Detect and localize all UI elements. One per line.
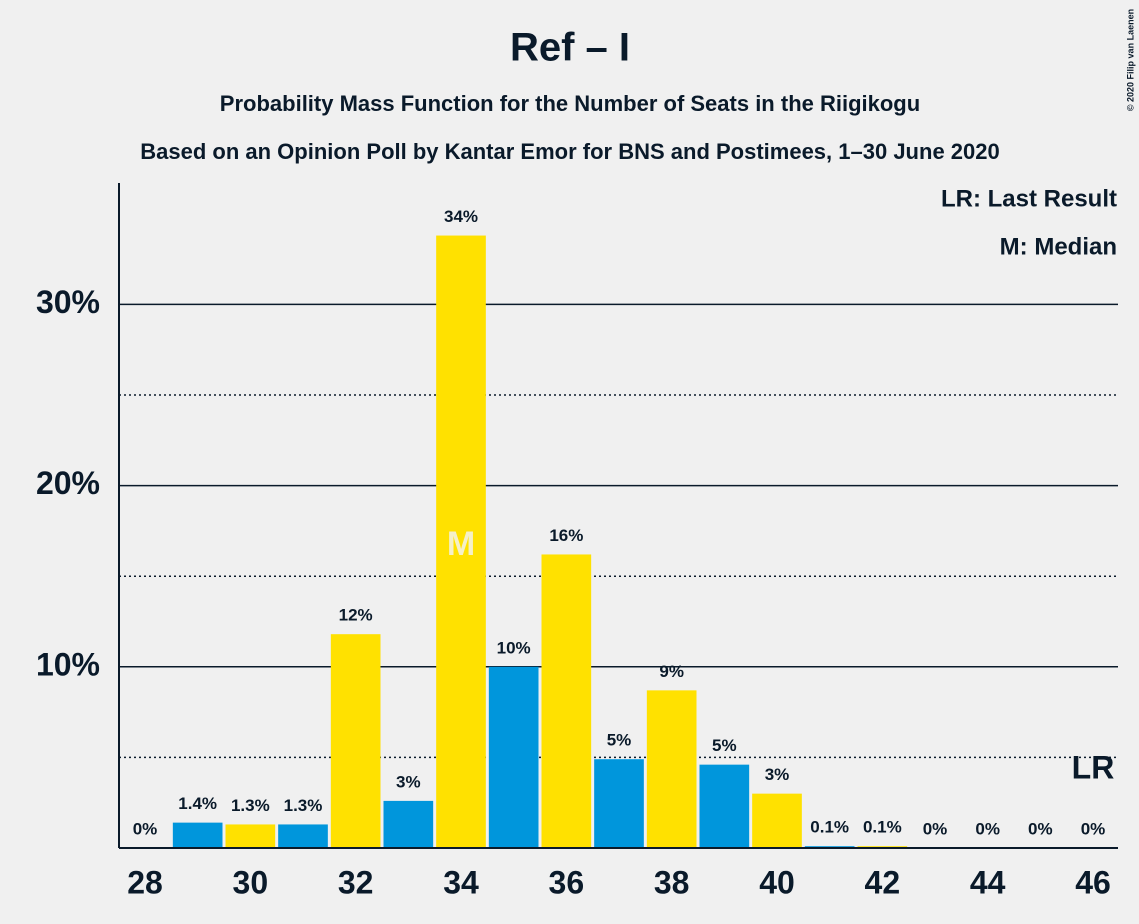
x-tick-label: 32 [338, 864, 374, 900]
value-label: 1.3% [284, 796, 323, 815]
value-label: 0% [1028, 819, 1053, 838]
value-label: 0.1% [810, 818, 849, 837]
value-label: 0% [923, 819, 948, 838]
x-tick-label: 38 [654, 864, 690, 900]
x-tick-label: 36 [549, 864, 585, 900]
bar [330, 634, 381, 848]
bar [172, 822, 223, 848]
median-marker: M [447, 525, 475, 563]
value-label: 3% [765, 765, 790, 784]
bar [752, 793, 802, 848]
value-label: 9% [659, 662, 684, 681]
value-label: 3% [396, 772, 421, 791]
y-tick-label: 20% [36, 465, 100, 501]
bar [646, 690, 697, 848]
bar [436, 235, 486, 849]
value-label: 0% [975, 819, 1000, 838]
value-label: 0.1% [863, 818, 902, 837]
x-tick-label: 40 [759, 864, 795, 900]
bar [278, 824, 328, 848]
x-tick-label: 42 [865, 864, 901, 900]
bar [594, 759, 644, 848]
chart-title: Ref – I [510, 26, 630, 70]
value-label: 12% [339, 606, 373, 625]
value-label: 1.3% [231, 796, 270, 815]
chart-subtitle: Probability Mass Function for the Number… [220, 91, 920, 116]
x-tick-label: 44 [970, 864, 1006, 900]
value-label: 5% [607, 731, 632, 750]
bar [699, 764, 750, 848]
last-result-marker: LR [1072, 749, 1115, 785]
bar [225, 824, 276, 848]
copyright: © 2020 Filip van Laenen [1125, 9, 1135, 111]
x-tick-label: 46 [1075, 864, 1111, 900]
x-tick-label: 34 [443, 864, 479, 900]
value-label: 1.4% [178, 794, 217, 813]
value-label: 16% [549, 526, 583, 545]
bar [488, 666, 539, 848]
bar [383, 800, 434, 848]
value-label: 10% [497, 638, 531, 657]
value-label: 0% [133, 819, 158, 838]
chart-subtitle: Based on an Opinion Poll by Kantar Emor … [140, 139, 999, 164]
legend-entry: M: Median [1000, 233, 1117, 260]
legend-entry: LR: Last Result [941, 185, 1117, 212]
y-tick-label: 10% [36, 646, 100, 682]
bar [541, 554, 592, 848]
value-label: 0% [1081, 819, 1106, 838]
value-label: 34% [444, 207, 478, 226]
x-tick-label: 28 [127, 864, 163, 900]
y-tick-label: 30% [36, 284, 100, 320]
value-label: 5% [712, 736, 737, 755]
x-tick-label: 30 [233, 864, 269, 900]
